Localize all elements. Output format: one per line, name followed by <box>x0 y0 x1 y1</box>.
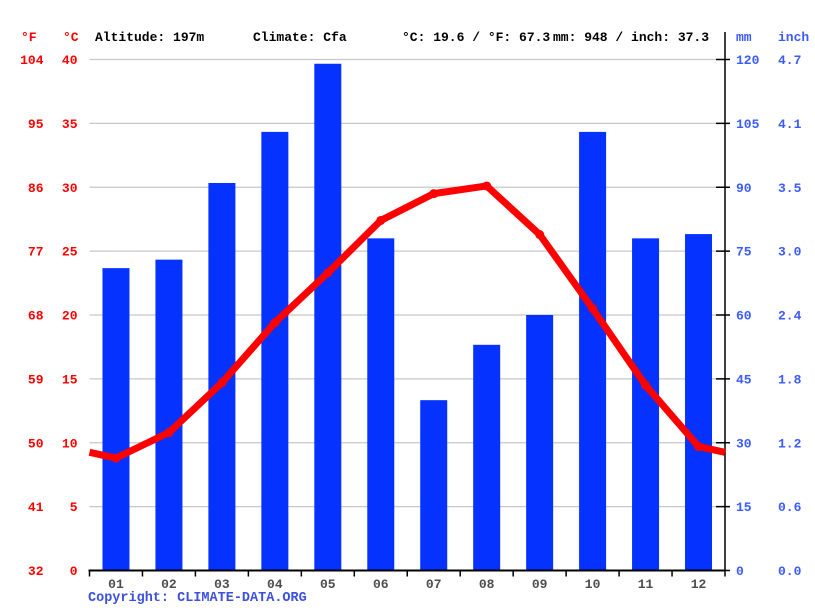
month-label: 11 <box>638 577 654 592</box>
climate-class-label: Climate: Cfa <box>253 30 347 45</box>
mm-tick-label: 0 <box>736 564 744 579</box>
temperature-line <box>88 182 726 462</box>
precipitation-bar <box>632 238 660 571</box>
inch-tick-label: 3.5 <box>778 181 802 196</box>
precipitation-bar <box>261 131 289 571</box>
mm-tick-label: 75 <box>736 245 752 260</box>
month-label: 02 <box>161 577 177 592</box>
celsius-tick-label: 10 <box>62 436 78 451</box>
inch-tick-label: 1.8 <box>778 372 802 387</box>
celsius-tick-label: 15 <box>62 372 78 387</box>
month-label: 03 <box>214 577 230 592</box>
inch-tick-label: 0.0 <box>778 564 802 579</box>
mm-tick-label: 90 <box>736 181 752 196</box>
celsius-tick-label: 35 <box>62 117 78 132</box>
celsius-axis-unit: °C <box>63 30 79 45</box>
inch-tick-label: 0.6 <box>778 500 802 515</box>
mm-tick-label: 15 <box>736 500 752 515</box>
temperature-point <box>376 215 386 225</box>
month-label: 08 <box>479 577 495 592</box>
precipitation-summary: mm: 948 / inch: 37.3 <box>553 30 710 45</box>
fahrenheit-tick-label: 59 <box>28 372 44 387</box>
celsius-tick-label: 5 <box>70 500 78 515</box>
precipitation-bar <box>685 234 713 571</box>
temperature-point <box>111 453 121 463</box>
mm-axis-unit: mm <box>736 30 752 45</box>
inch-tick-label: 3.0 <box>778 245 802 260</box>
temperature-point <box>429 189 439 199</box>
inch-tick-label: 4.1 <box>778 117 802 132</box>
fahrenheit-tick-label: 50 <box>28 436 44 451</box>
mm-tick-label: 105 <box>736 117 760 132</box>
inch-tick-label: 4.7 <box>778 53 801 68</box>
temperature-point <box>694 442 704 452</box>
precipitation-bar <box>314 63 342 571</box>
fahrenheit-tick-label: 95 <box>28 117 44 132</box>
inch-tick-label: 1.2 <box>778 436 802 451</box>
precipitation-bar <box>526 315 554 571</box>
celsius-tick-label: 20 <box>62 309 78 324</box>
fahrenheit-axis-unit: °F <box>21 30 37 45</box>
precipitation-bar <box>155 259 183 571</box>
fahrenheit-tick-label: 77 <box>28 245 44 260</box>
celsius-tick-label: 25 <box>62 245 78 260</box>
month-label: 05 <box>320 577 336 592</box>
month-label: 12 <box>691 577 707 592</box>
temperature-point <box>323 268 333 278</box>
inch-axis-unit: inch <box>778 30 810 45</box>
temperature-point <box>482 181 492 191</box>
month-label: 04 <box>267 577 283 592</box>
month-label: 07 <box>426 577 442 592</box>
precipitation-bar <box>102 268 130 571</box>
mm-tick-label: 120 <box>736 53 760 68</box>
month-label: 09 <box>532 577 548 592</box>
celsius-tick-label: 40 <box>62 53 78 68</box>
month-label: 10 <box>585 577 601 592</box>
celsius-tick-label: 30 <box>62 181 78 196</box>
precipitation-bar <box>579 131 607 571</box>
temperature-point <box>217 378 227 388</box>
fahrenheit-tick-label: 41 <box>28 500 44 515</box>
temperature-summary: °C: 19.6 / °F: 67.3 <box>402 30 551 45</box>
fahrenheit-tick-label: 68 <box>28 309 44 324</box>
temperature-point <box>588 304 598 314</box>
precipitation-bar <box>420 400 448 571</box>
fahrenheit-tick-label: 104 <box>20 53 44 68</box>
copyright-link[interactable]: Copyright: CLIMATE-DATA.ORG <box>88 591 307 606</box>
mm-tick-label: 30 <box>736 436 752 451</box>
mm-tick-label: 45 <box>736 372 752 387</box>
fahrenheit-tick-label: 32 <box>28 564 44 579</box>
month-label: 06 <box>373 577 389 592</box>
temperature-point <box>535 230 545 240</box>
temperature-point <box>164 428 174 438</box>
altitude-label: Altitude: 197m <box>95 30 205 45</box>
precipitation-bar <box>473 344 501 571</box>
precipitation-bar <box>367 238 395 571</box>
mm-tick-label: 60 <box>736 309 752 324</box>
temperature-point <box>641 380 651 390</box>
month-label: 01 <box>108 577 124 592</box>
inch-tick-label: 2.4 <box>778 309 802 324</box>
temperature-point <box>270 318 280 328</box>
celsius-tick-label: 0 <box>70 564 78 579</box>
fahrenheit-tick-label: 86 <box>28 181 44 196</box>
